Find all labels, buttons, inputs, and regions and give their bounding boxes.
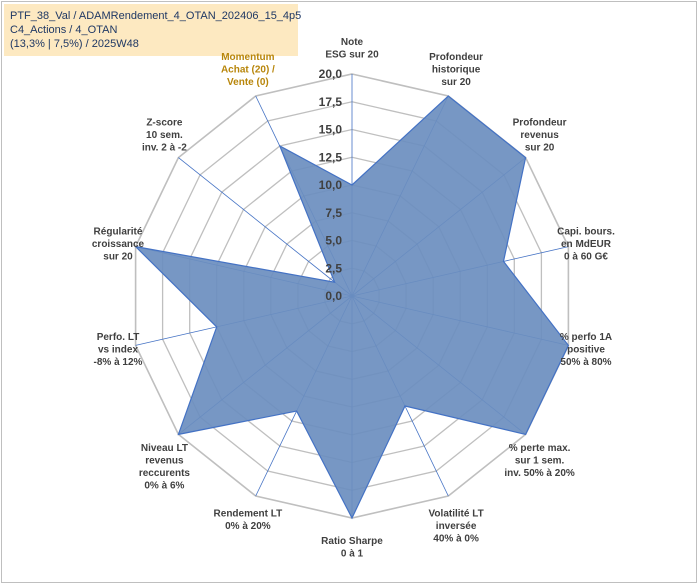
tick-label: 20,0 [319, 67, 343, 81]
axis-label-0: Note ESG sur 20 [325, 37, 379, 61]
axis-label-9: Niveau LT revenus reccurents 0% à 6% [139, 443, 191, 492]
axis-label-8: Rendement LT 0% à 20% [214, 509, 283, 533]
tick-label: 0,0 [325, 289, 342, 303]
title-line-3: (13,3% | 7,5%) / 2025W48 [10, 38, 139, 50]
axis-label-3: Capi. bours. en MdEUR 0 à 60 G€ [557, 227, 615, 263]
tick-label: 2,5 [325, 261, 342, 275]
axis-label-11: Régularité croissance sur 20 [92, 227, 145, 263]
tick-label: 12,5 [319, 150, 343, 164]
tick-label: 15,0 [319, 123, 343, 137]
tick-label: 7,5 [325, 206, 342, 220]
tick-label: 17,5 [319, 95, 343, 109]
radar-series-area [133, 95, 570, 520]
axis-label-4: % perfo 1A positive 50% à 80% [560, 332, 612, 368]
chart-title-box: PTF_38_Val / ADAMRendement_4_OTAN_202406… [4, 4, 302, 56]
axis-label-1: Profondeur historique sur 20 [429, 52, 483, 88]
radar-tick-labels: 0,0 2,5 5,0 7,5 10,0 12,5 15,0 17,5 20,0 [319, 67, 343, 303]
tick-label: 10,0 [319, 178, 343, 192]
spoke-12 [178, 157, 353, 297]
radar-axis-labels: Note ESG sur 20 Profondeur historique sur 20… [92, 37, 615, 560]
axis-label-12: Z-score 10 sem. inv. 2 à -2 [142, 117, 187, 153]
title-line-1: PTF_38_Val / ADAMRendement_4_OTAN_202406… [10, 10, 302, 22]
axis-label-13: Momentum Achat (20) / Vente (0) [221, 52, 275, 88]
axis-label-7: Ratio Sharpe 0 à 1 [321, 536, 383, 560]
axis-label-5: % perte max. sur 1 sem. inv. 50% à 20% [504, 443, 575, 479]
axis-label-10: Perfo. LT vs index -8% à 12% [94, 332, 143, 368]
title-line-2: C4_Actions / 4_OTAN [10, 24, 118, 36]
tick-label: 5,0 [325, 234, 342, 248]
axis-label-6: Volatilité LT inversée 40% à 0% [429, 509, 484, 545]
axis-label-2: Profondeur revenus sur 20 [513, 117, 567, 153]
